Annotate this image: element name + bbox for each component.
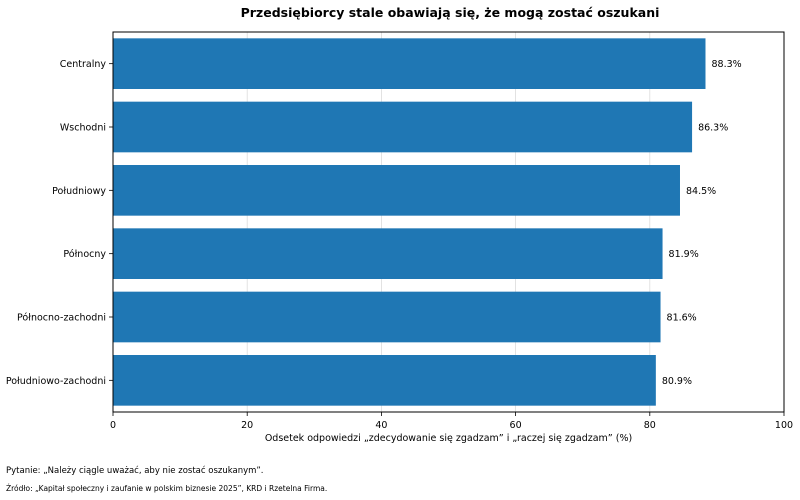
x-tick-label: 60 xyxy=(510,420,522,431)
x-axis-label: Odsetek odpowiedzi „zdecydowanie się zga… xyxy=(265,433,632,444)
category-label: Południowy xyxy=(52,186,106,197)
bar-value-label: 81.9% xyxy=(669,249,699,260)
source-note: Źródło: „Kapitał społeczny i zaufanie w … xyxy=(6,484,328,493)
bar xyxy=(113,291,661,343)
category-label: Południowo-zachodni xyxy=(6,376,106,387)
bar xyxy=(113,38,706,89)
bar-value-label: 86.3% xyxy=(698,123,728,134)
gridlines xyxy=(246,32,651,412)
category-label: Północno-zachodni xyxy=(17,313,106,324)
question-note: Pytanie: „Należy ciągle uważać, aby nie … xyxy=(6,466,264,476)
x-tick-label: 40 xyxy=(375,420,387,431)
bars: 88.3% 86.3% 84.5% 81.9% 81.6% 80.9% xyxy=(113,38,742,406)
x-tick-label: 20 xyxy=(241,420,253,431)
x-tick-label: 0 xyxy=(110,420,116,431)
bar xyxy=(113,228,663,279)
x-tick-label: 100 xyxy=(775,420,793,431)
bar xyxy=(113,101,693,153)
bar-value-label: 80.9% xyxy=(662,376,692,387)
bar-value-label: 81.6% xyxy=(667,313,697,324)
bar xyxy=(113,165,680,216)
category-label: Centralny xyxy=(60,59,107,70)
category-label: Wschodni xyxy=(60,123,106,134)
bar-value-label: 84.5% xyxy=(686,186,716,197)
bar xyxy=(113,355,656,406)
category-label: Północny xyxy=(63,249,106,260)
x-tick-label: 80 xyxy=(644,420,656,431)
plot-frame xyxy=(112,31,785,413)
bar-value-label: 88.3% xyxy=(711,59,741,70)
axes: 0 20 40 60 80 100 Centralny Wschodni Południowy P… xyxy=(6,59,793,431)
chart-title: Przedsiębiorcy stale obawiają się, że mo… xyxy=(241,5,660,20)
